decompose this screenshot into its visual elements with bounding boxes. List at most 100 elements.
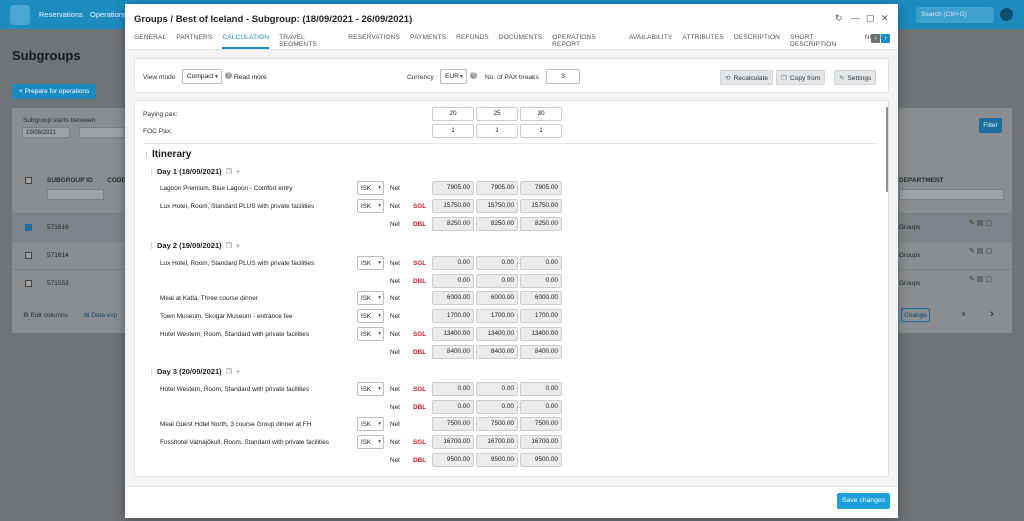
paying-pax-input[interactable]: 25: [476, 107, 518, 121]
copy-day-icon[interactable]: ❐: [225, 169, 232, 176]
occupancy-label: DBL: [413, 404, 427, 411]
tab-availability[interactable]: AVAILABILITY: [628, 34, 673, 41]
user-avatar[interactable]: [1000, 8, 1013, 21]
drag-handle-icon[interactable]: ⋮: [148, 169, 155, 176]
calculation-modal: Groups / Best of Iceland - Subgroup: (18…: [125, 4, 898, 518]
settings-button[interactable]: ✎ Settings: [834, 70, 877, 85]
tab-travel-segments[interactable]: TRAVEL SEGMENTS: [279, 34, 317, 48]
price-cell: 1700.00: [476, 309, 518, 323]
tab-calculation[interactable]: CALCULATION: [222, 33, 270, 49]
drag-handle-icon[interactable]: ⋮: [148, 369, 155, 376]
tab-reservations[interactable]: RESERVATIONS: [348, 34, 401, 41]
next-page-icon[interactable]: ›: [990, 308, 994, 320]
view-mode-select[interactable]: Compact ▾: [182, 69, 222, 84]
calculation-content: Paying pax: FOC Pax: ⋮ Itinerary 20 25 30 1 1…: [134, 100, 889, 477]
col-department-filter[interactable]: [899, 189, 1004, 200]
pax-breaks-input[interactable]: 3: [546, 69, 580, 84]
maximize-icon[interactable]: ▢: [866, 13, 875, 23]
foc-pax-input[interactable]: 1: [432, 124, 474, 138]
tab-refunds[interactable]: REFUNDS: [456, 34, 489, 41]
nav-reservations[interactable]: Reservations: [39, 10, 83, 19]
tab-partners[interactable]: PARTNERS: [176, 34, 213, 41]
price-type-label: Net: [390, 313, 400, 320]
chevron-down-icon: ▾: [214, 74, 218, 80]
currency-select[interactable]: ISK ▾: [357, 181, 384, 195]
col-department[interactable]: DEPARTMENT: [899, 177, 944, 184]
occupancy-label: DBL: [413, 457, 427, 464]
paying-pax-input[interactable]: 20: [432, 107, 474, 121]
tabs-next-icon[interactable]: ›: [881, 34, 890, 43]
drag-handle-icon[interactable]: ⋮: [143, 152, 150, 159]
tab-description[interactable]: DESCRIPTION: [733, 34, 781, 41]
add-service-icon[interactable]: +: [235, 243, 241, 250]
save-changes-button[interactable]: Save changes: [837, 493, 890, 509]
tab-attributes[interactable]: ATTRIBUTES: [682, 34, 724, 41]
currency-value: ISK: [361, 203, 371, 210]
tab-short-description[interactable]: SHORT DESCRIPTION: [790, 34, 837, 48]
row-actions[interactable]: ✎ ▤ ▢: [969, 248, 992, 255]
pencil-icon: ✎: [839, 75, 845, 82]
tab-operations-report[interactable]: OPERATIONS REPORT: [552, 34, 596, 48]
row-checkbox[interactable]: [25, 252, 32, 259]
filter-date-from[interactable]: 19/08/2021: [22, 127, 70, 138]
nav-operations[interactable]: Operations: [90, 10, 127, 19]
foc-pax-input[interactable]: 1: [520, 124, 562, 138]
currency-select[interactable]: EUR ▾: [440, 69, 467, 84]
read-more-link[interactable]: Read more: [234, 74, 267, 81]
prepare-for-operations-button[interactable]: + Prepare for operations: [12, 84, 97, 99]
help-icon[interactable]: ?: [225, 72, 232, 79]
price-type-label: Net: [390, 349, 400, 356]
col-subgroup-id-filter[interactable]: [47, 189, 104, 200]
currency-select[interactable]: ISK ▾: [357, 199, 384, 213]
add-service-icon[interactable]: +: [235, 169, 241, 176]
currency-select[interactable]: ISK ▾: [357, 435, 384, 449]
refresh-icon[interactable]: ↻: [835, 13, 843, 23]
currency-select[interactable]: ISK ▾: [357, 417, 384, 431]
row-subgroup-id: 571614: [47, 252, 69, 259]
row-checkbox[interactable]: [25, 280, 32, 287]
price-cell: 0.00: [432, 274, 474, 288]
currency-select[interactable]: ISK ▾: [357, 291, 384, 305]
app-logo[interactable]: [10, 5, 30, 25]
recalculate-button[interactable]: ⟲ Recalculate: [720, 70, 773, 85]
col-subgroup-id[interactable]: SUBGROUP ID: [47, 177, 93, 184]
data-export-link[interactable]: ⊞ Data exp: [84, 312, 118, 319]
row-checkbox[interactable]: [25, 224, 32, 231]
select-all-checkbox[interactable]: [25, 177, 32, 184]
close-icon[interactable]: ✕: [881, 13, 889, 23]
currency-select[interactable]: ISK ▾: [357, 309, 384, 323]
change-button[interactable]: Change: [901, 308, 930, 322]
copy-day-icon[interactable]: ❐: [225, 369, 232, 376]
edit-columns-link[interactable]: ⚙ Edit columns: [23, 312, 68, 319]
minimize-icon[interactable]: —: [851, 13, 860, 23]
price-cell: 1700.00: [432, 309, 474, 323]
price-cell: 0.00: [520, 382, 562, 396]
global-search-input[interactable]: Search (Ctrl+G): [916, 7, 994, 23]
col-code[interactable]: CODE: [107, 177, 126, 184]
price-type-label: Net: [390, 421, 400, 428]
tab-documents[interactable]: DOCUMENTS: [498, 34, 543, 41]
row-actions[interactable]: ✎ ▤ ▢: [969, 220, 992, 227]
add-service-icon[interactable]: +: [235, 369, 241, 376]
copy-day-icon[interactable]: ❐: [225, 243, 232, 250]
row-actions[interactable]: ✎ ▤ ▢: [969, 276, 992, 283]
day-title: ⋮ Day 3 (20/09/2021) ❐ +: [148, 367, 240, 376]
prev-page-icon[interactable]: ‹: [962, 308, 966, 320]
drag-handle-icon[interactable]: ⋮: [148, 243, 155, 250]
currency-select[interactable]: ISK ▾: [357, 382, 384, 396]
tabs-prev-icon[interactable]: ‹: [871, 34, 880, 43]
modal-header: Groups / Best of Iceland - Subgroup: (18…: [125, 4, 898, 50]
tab-payments[interactable]: PAYMENTS: [410, 34, 447, 41]
currency-select[interactable]: ISK ▾: [357, 256, 384, 270]
price-cell: 6000.00: [432, 291, 474, 305]
currency-select[interactable]: ISK ▾: [357, 327, 384, 341]
foc-pax-input[interactable]: 1: [476, 124, 518, 138]
tab-general[interactable]: GENERAL: [134, 34, 167, 41]
scrollbar[interactable]: [886, 107, 888, 192]
paying-pax-input[interactable]: 30: [520, 107, 562, 121]
filter-button[interactable]: Filter: [979, 118, 1002, 133]
help-icon[interactable]: ?: [470, 72, 477, 79]
copy-from-button[interactable]: ❐ Copy from: [776, 70, 826, 85]
occupancy-label: SGL: [413, 439, 427, 446]
filter-date-to[interactable]: [79, 127, 125, 138]
